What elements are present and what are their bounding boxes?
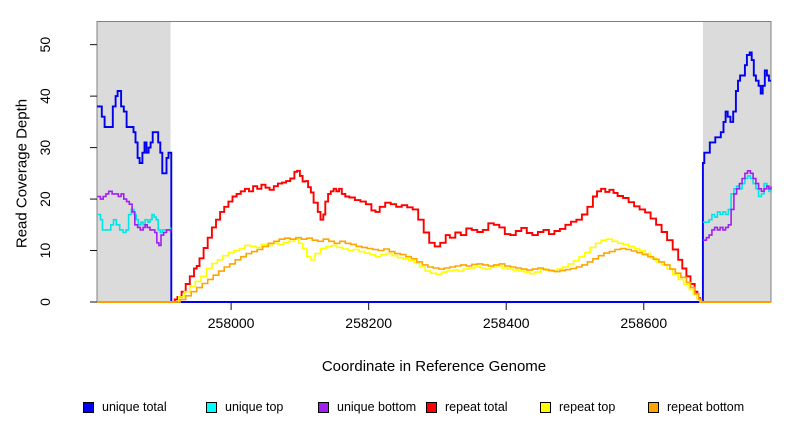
legend-item-repeat-total: repeat total (426, 399, 508, 415)
legend-label: repeat bottom (667, 400, 745, 414)
series-line-repeat-bottom (97, 236, 771, 303)
legend-label: unique total (102, 400, 167, 414)
legend-label: unique bottom (337, 400, 417, 414)
legend-swatch (426, 401, 437, 413)
legend-swatch (83, 401, 94, 413)
legend-swatch (206, 401, 217, 413)
series-line-unique-bottom (702, 170, 772, 241)
masked-region (702, 21, 771, 302)
legend-item-unique-top: unique top (206, 399, 283, 415)
x-tick-label: 258600 (620, 315, 667, 331)
legend-label: unique top (225, 400, 284, 414)
series-line-repeat-top (97, 238, 771, 303)
series-line-unique-bottom (97, 190, 172, 247)
y-axis-title: Read Coverage Depth (13, 98, 31, 249)
legend-label: repeat top (559, 400, 616, 414)
x-tick-label: 258400 (483, 315, 530, 331)
y-tick-label: 20 (37, 191, 53, 207)
x-tick-label: 258200 (345, 315, 392, 331)
legend-swatch (648, 401, 659, 413)
y-tick-label: 40 (37, 88, 53, 104)
legend-item-repeat-bottom: repeat bottom (648, 399, 744, 415)
y-tick-label: 30 (37, 140, 53, 156)
x-tick-label: 258000 (208, 315, 255, 331)
y-tick-label: 50 (37, 37, 53, 53)
y-tick-label: 0 (37, 298, 53, 306)
x-axis-title: Coordinate in Reference Genome (321, 358, 547, 375)
plot-box (96, 21, 772, 303)
legend-item-unique-total: unique total (83, 399, 167, 415)
legend-item-repeat-top: repeat top (540, 399, 615, 415)
series-line-repeat-total (97, 169, 771, 303)
legend-swatch (540, 401, 551, 413)
y-tick-label: 10 (37, 243, 53, 259)
legend-label: repeat total (445, 400, 508, 414)
series-line-unique-top (97, 208, 172, 234)
legend: unique total unique top unique bottom repea… (0, 399, 792, 419)
masked-region (97, 21, 171, 302)
legend-item-unique-bottom: unique bottom (318, 399, 416, 415)
legend-swatch (318, 401, 329, 413)
